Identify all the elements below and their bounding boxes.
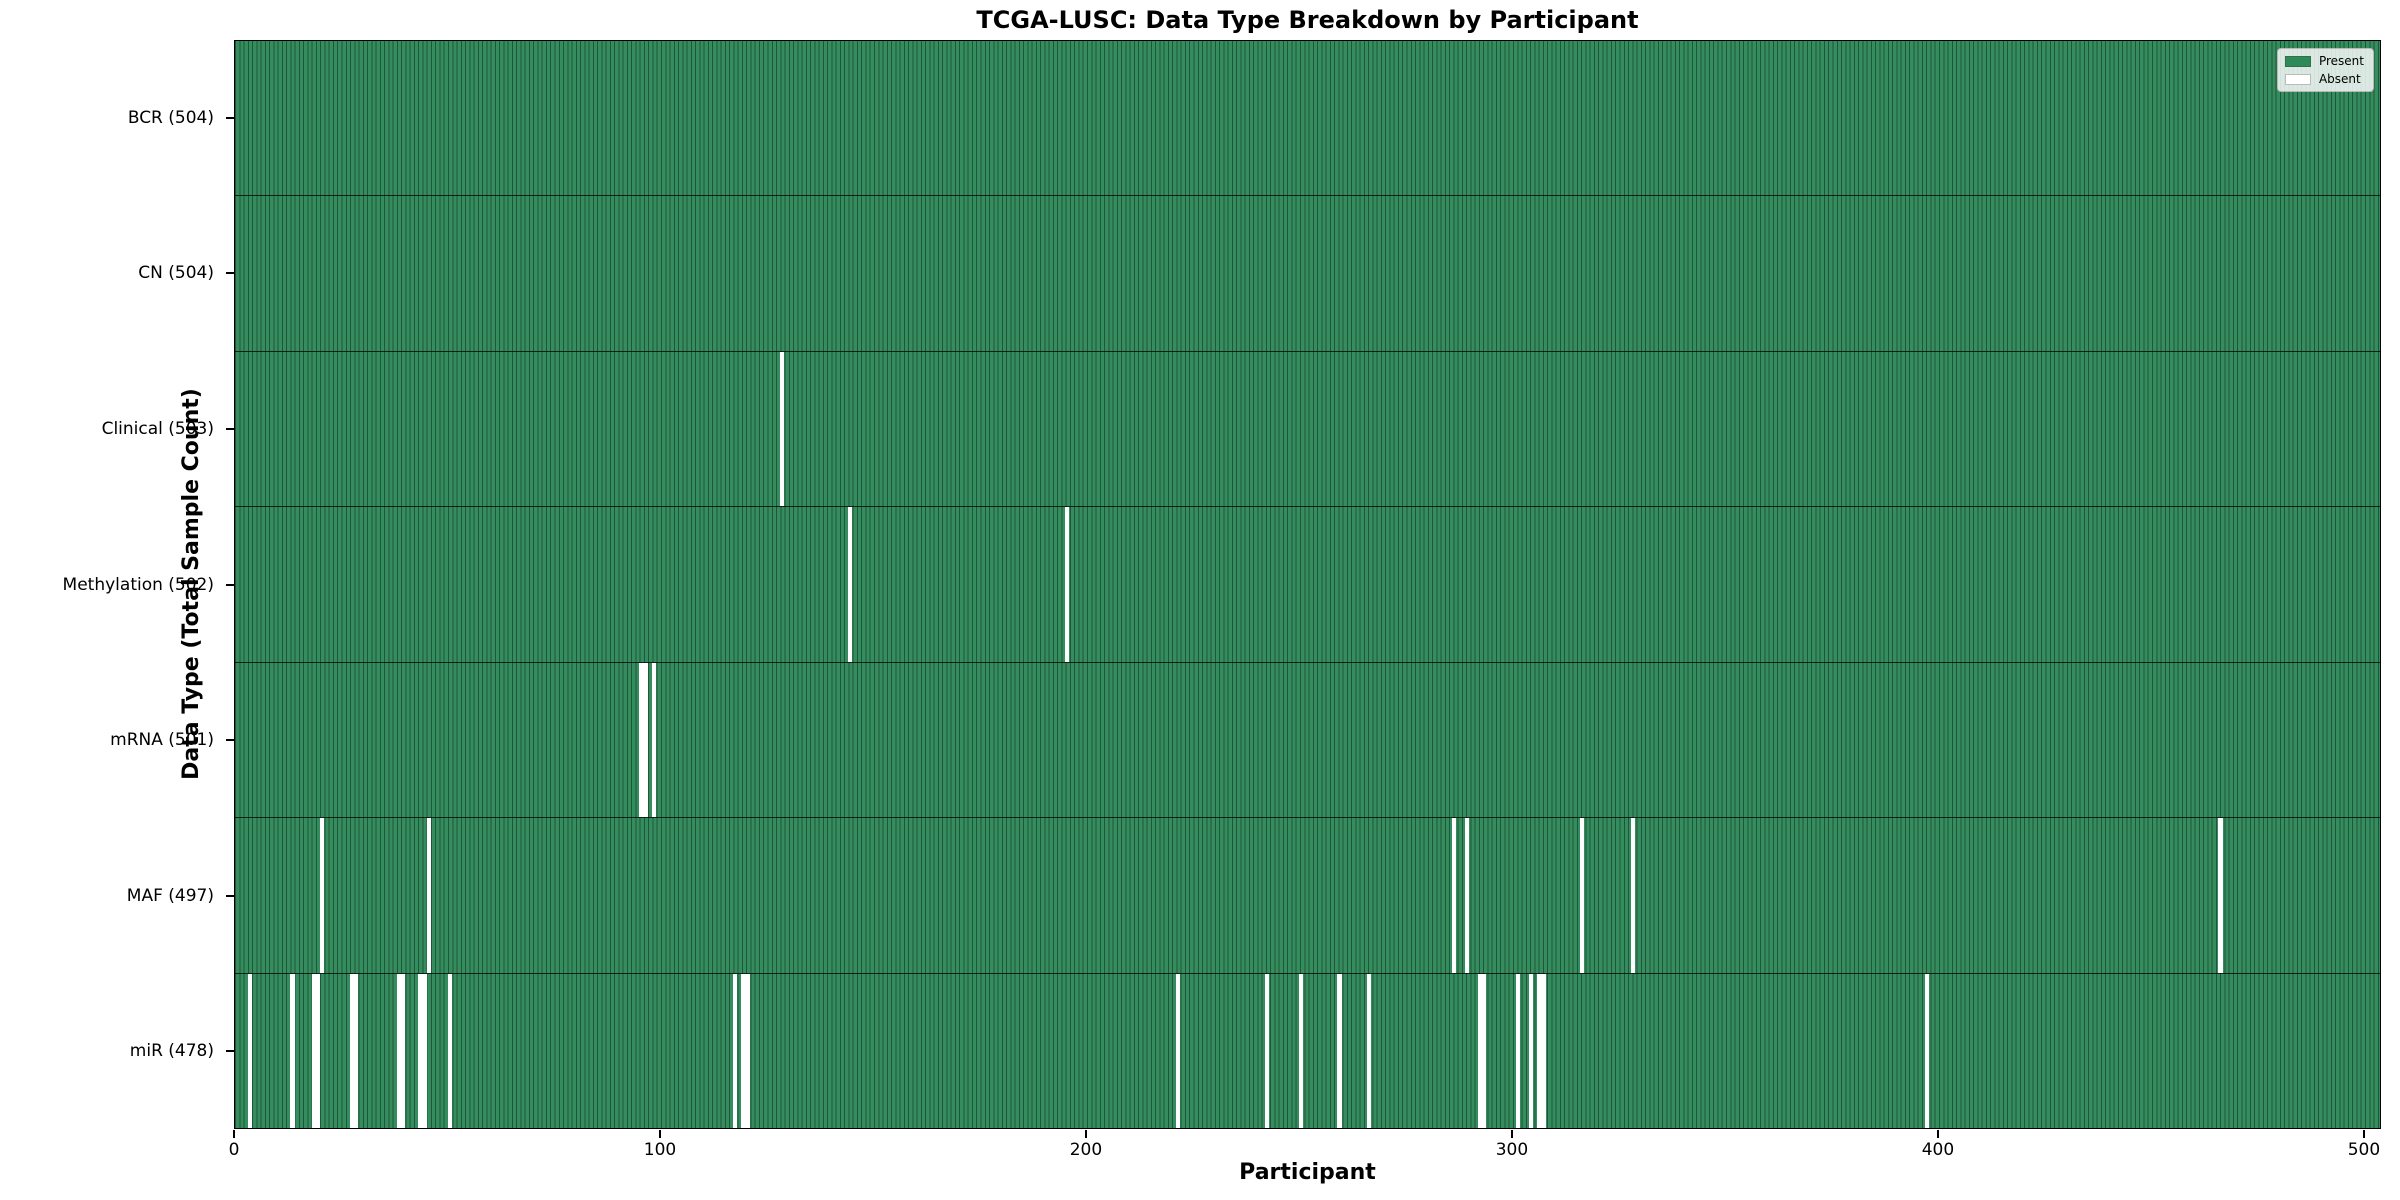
row-clinical — [235, 351, 2380, 508]
row-methylation — [235, 507, 2380, 663]
absent-gap — [349, 973, 359, 1128]
absent-gap — [639, 662, 648, 818]
absent-gap — [1175, 973, 1180, 1128]
y-tick-mark — [226, 116, 234, 119]
y-tick-label: miR (478) — [129, 1041, 214, 1062]
absent-gap — [396, 973, 406, 1128]
absent-gap — [1464, 818, 1470, 973]
absent-gap — [247, 973, 253, 1128]
row-cn — [235, 196, 2380, 352]
x-tick-mark — [1510, 1130, 1513, 1138]
legend-entry-present: Present — [2284, 54, 2364, 68]
absent-gap — [2218, 818, 2223, 973]
row-maf — [235, 818, 2380, 974]
absent-gap — [1537, 973, 1546, 1128]
absent-gap — [311, 973, 321, 1128]
x-tick-label: 200 — [1069, 1140, 1103, 1160]
x-tick-label: 500 — [2347, 1140, 2381, 1160]
absent-gap — [1924, 973, 1929, 1128]
absent-gap — [732, 973, 738, 1128]
y-tick-mark — [226, 1050, 234, 1053]
absent-gap — [779, 351, 784, 507]
x-tick-mark — [233, 1130, 235, 1138]
legend-swatch-absent — [2284, 73, 2311, 85]
absent-gap — [847, 507, 853, 662]
legend-label: Absent — [2318, 72, 2361, 86]
absent-gap — [418, 973, 427, 1128]
row-mir — [235, 973, 2380, 1128]
absent-gap — [652, 662, 657, 818]
absent-gap — [290, 973, 295, 1128]
y-tick-label: BCR (504) — [127, 107, 214, 128]
row-bcr — [235, 41, 2380, 197]
absent-gap — [1337, 973, 1342, 1128]
absent-gap — [320, 818, 325, 973]
y-tick-mark — [226, 894, 234, 897]
absent-gap — [1630, 818, 1636, 973]
y-tick-mark — [226, 739, 234, 742]
legend-label: Present — [2318, 54, 2364, 68]
legend: Present Absent — [2276, 48, 2374, 92]
x-tick-label: 100 — [643, 1140, 677, 1160]
x-tick-mark — [658, 1130, 661, 1138]
absent-gap — [1264, 973, 1270, 1128]
absent-gap — [1516, 973, 1521, 1128]
legend-swatch-present — [2284, 55, 2311, 67]
x-tick-mark — [1084, 1130, 1087, 1138]
chart-title: TCGA-LUSC: Data Type Breakdown by Partic… — [976, 6, 1639, 34]
absent-gap — [1528, 973, 1534, 1128]
absent-gap — [1477, 973, 1487, 1128]
x-tick-mark — [2362, 1130, 2365, 1138]
absent-gap — [1367, 973, 1372, 1128]
y-tick-label: mRNA (501) — [110, 730, 214, 751]
legend-entry-absent: Absent — [2284, 72, 2364, 86]
x-axis-label: Participant — [1239, 1160, 1376, 1185]
y-tick-mark — [226, 272, 234, 275]
x-tick-mark — [1936, 1130, 1939, 1138]
x-tick-label: 300 — [1495, 1140, 1529, 1160]
y-tick-label: Methylation (502) — [62, 574, 214, 595]
x-tick-label: 0 — [228, 1140, 240, 1160]
y-tick-label: Clinical (503) — [101, 418, 214, 439]
row-mrna — [235, 662, 2380, 819]
plot-area: Present Absent — [234, 40, 2381, 1129]
y-tick-mark — [226, 427, 234, 430]
absent-gap — [426, 818, 431, 973]
absent-gap — [447, 973, 453, 1128]
absent-gap — [1064, 507, 1070, 662]
absent-gap — [1298, 973, 1304, 1128]
absent-gap — [1452, 818, 1457, 973]
y-tick-label: MAF (497) — [126, 885, 214, 906]
y-tick-mark — [226, 583, 234, 586]
y-tick-label: CN (504) — [138, 263, 214, 284]
x-tick-label: 400 — [1921, 1140, 1955, 1160]
absent-gap — [741, 973, 750, 1128]
absent-gap — [1579, 818, 1585, 973]
